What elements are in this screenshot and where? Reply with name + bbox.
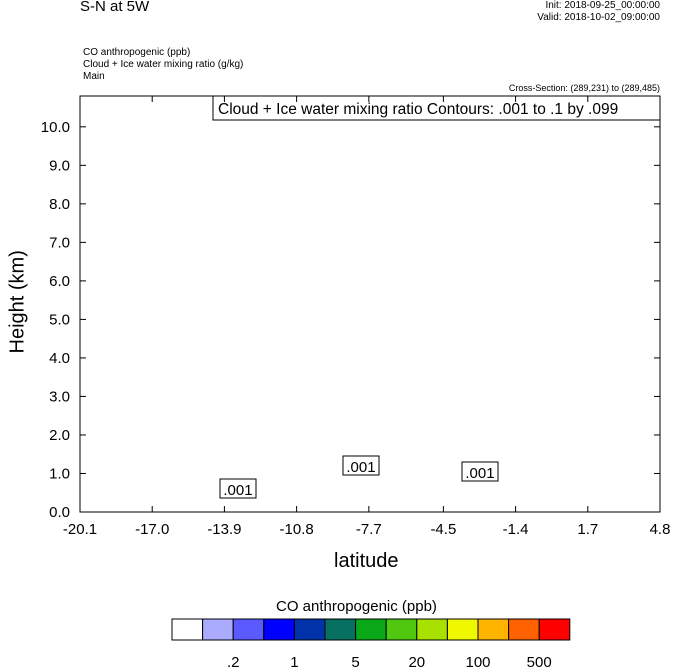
colorbar-label: 5 xyxy=(351,654,359,668)
colorbar-label: .2 xyxy=(227,654,240,668)
y-axis-label: Height (km) xyxy=(6,250,29,354)
colorbar-swatch xyxy=(293,618,326,641)
y-tick-label: 8.0 xyxy=(49,196,70,213)
colorbar-swatch xyxy=(508,618,540,641)
y-tick-label: 0.0 xyxy=(49,504,70,521)
x-tick-label: -17.0 xyxy=(135,521,169,538)
x-tick-label: -4.5 xyxy=(430,521,456,538)
colorbar-label: 20 xyxy=(408,654,425,668)
colorbar-swatch xyxy=(477,618,510,641)
y-tick-label: 5.0 xyxy=(49,311,70,328)
init-time: Init: 2018-09-25_00:00:00 xyxy=(545,0,660,11)
field-label-co: CO anthropogenic (ppb) xyxy=(83,47,191,58)
y-tick-label: 7.0 xyxy=(49,234,70,251)
contour-label: .001 xyxy=(223,482,252,499)
colorbar-swatch xyxy=(446,618,479,641)
colorbar-label: 100 xyxy=(465,654,490,668)
colorbar-swatch xyxy=(171,618,204,641)
x-tick-label: -10.8 xyxy=(280,521,314,538)
plot-title: S-N at 5W xyxy=(80,0,150,15)
colorbar-swatch xyxy=(538,618,571,641)
colorbar-swatch xyxy=(355,618,387,641)
colorbar-swatch xyxy=(385,618,418,641)
colorbar-swatch xyxy=(263,618,295,641)
valid-time: Valid: 2018-10-02_09:00:00 xyxy=(537,12,660,23)
contour-label-box xyxy=(342,455,380,476)
x-axis-label: latitude xyxy=(334,550,399,572)
x-tick-label: 4.8 xyxy=(650,521,671,538)
y-tick-label: 4.0 xyxy=(49,350,70,367)
x-tick-label: -1.4 xyxy=(503,521,529,538)
cross-section-label: Cross-Section: (289,231) to (289,485) xyxy=(508,83,660,93)
colorbar-label: 500 xyxy=(527,654,552,668)
y-tick-label: 9.0 xyxy=(49,157,70,174)
x-tick-label: -13.9 xyxy=(207,521,241,538)
band-background xyxy=(80,96,660,512)
contour-label-box xyxy=(461,461,499,482)
colorbar-swatch xyxy=(416,618,448,641)
contour-label: .001 xyxy=(346,459,375,476)
y-tick-label: 6.0 xyxy=(49,273,70,290)
field-label-main: Main xyxy=(83,71,105,82)
colorbar-swatch xyxy=(232,618,265,641)
y-tick-label: 1.0 xyxy=(49,465,70,482)
contour-label-box xyxy=(219,478,257,499)
contour-label: .001 xyxy=(465,465,494,482)
colorbar-label: 1 xyxy=(290,654,298,668)
field-label-cloud: Cloud + Ice water mixing ratio (g/kg) xyxy=(83,59,244,70)
x-tick-label: -7.7 xyxy=(356,521,382,538)
plot-frame xyxy=(79,95,661,513)
x-tick-label: 1.7 xyxy=(577,521,598,538)
colorbar-swatch xyxy=(202,618,234,641)
y-tick-label: 10.0 xyxy=(41,119,70,136)
colorbar-title: CO anthropogenic (ppb) xyxy=(276,598,437,615)
contour-annotation: Cloud + Ice water mixing ratio Contours:… xyxy=(218,101,618,118)
y-tick-label: 2.0 xyxy=(49,427,70,444)
colorbar-swatch xyxy=(324,618,357,641)
y-tick-label: 3.0 xyxy=(49,388,70,405)
x-tick-label: -20.1 xyxy=(63,521,97,538)
